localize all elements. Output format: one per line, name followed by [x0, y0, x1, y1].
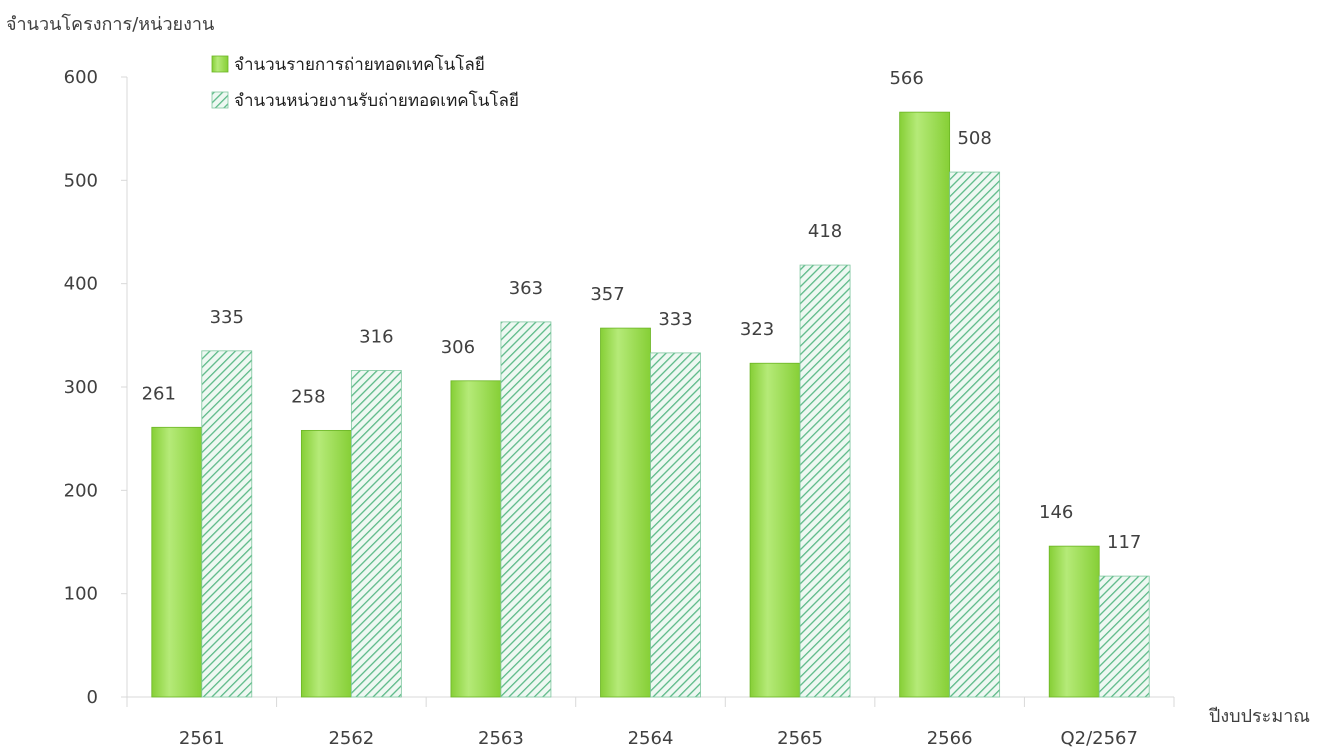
x-tick-label: 2566	[927, 728, 973, 747]
bar-series1-2565	[749, 362, 801, 698]
legend-label-series1: จำนวนรายการถ่ายทอดเทคโนโลยี	[234, 54, 485, 75]
data-label-series2-2562: 316	[359, 326, 393, 347]
data-label-series2-2565: 418	[808, 221, 842, 242]
bar-series1-2563	[450, 380, 502, 698]
y-tick-label: 600	[64, 67, 98, 88]
data-label-series1-2563: 306	[441, 337, 475, 358]
x-tick-label: 2563	[478, 728, 524, 747]
x-axis-title: ปีงบประมาณ	[1209, 706, 1310, 727]
data-label-series1-2566: 566	[889, 68, 923, 89]
bar-series2-2566	[949, 171, 1001, 698]
bar-series1-2561	[151, 426, 203, 698]
bar-series1-Q2/2567	[1048, 545, 1100, 698]
y-tick-label: 200	[64, 480, 98, 501]
y-axis-title: จำนวนโครงการ/หน่วยงาน	[6, 13, 214, 35]
data-label-series1-2562: 258	[291, 386, 325, 407]
bar-series2-2561	[201, 350, 253, 698]
data-label-series2-2566: 508	[957, 128, 991, 149]
x-tick-label: 2564	[628, 728, 674, 747]
data-label-series1-Q2/2567: 146	[1039, 502, 1073, 523]
x-tick-label: 2562	[328, 728, 374, 747]
bar-series1-2564	[600, 327, 651, 698]
x-tick-label: 2565	[777, 728, 823, 747]
y-tick-label: 100	[64, 584, 98, 605]
bar-series2-Q2/2567	[1098, 575, 1150, 698]
data-label-series1-2564: 357	[590, 284, 624, 305]
y-tick-label: 0	[87, 687, 98, 708]
data-label-series1-2565: 323	[740, 319, 774, 340]
y-tick-label: 400	[64, 274, 98, 295]
bar-series2-2565	[799, 264, 851, 698]
y-tick-label: 300	[64, 377, 98, 398]
legend-label-series2: จำนวนหน่วยงานรับถ่ายทอดเทคโนโลยี	[234, 90, 519, 111]
legend-swatch-series2	[211, 91, 229, 109]
data-label-series1-2561: 261	[142, 383, 176, 404]
bar-series1-2562	[300, 429, 352, 698]
data-label-series2-2561: 335	[210, 307, 244, 328]
bar-series1-2566	[899, 111, 951, 698]
x-tick-label: 2561	[179, 728, 225, 747]
data-label-series2-2564: 333	[658, 309, 692, 330]
bar-series2-2562	[350, 370, 402, 698]
y-tick-label: 500	[64, 170, 98, 191]
data-label-series2-Q2/2567: 117	[1107, 532, 1141, 553]
bar-series2-2563	[500, 321, 552, 698]
x-tick-label: Q2/2567	[1060, 728, 1138, 747]
data-label-series2-2563: 363	[509, 278, 543, 299]
legend-swatch-series1	[211, 55, 229, 73]
bar-series2-2564	[650, 352, 701, 698]
